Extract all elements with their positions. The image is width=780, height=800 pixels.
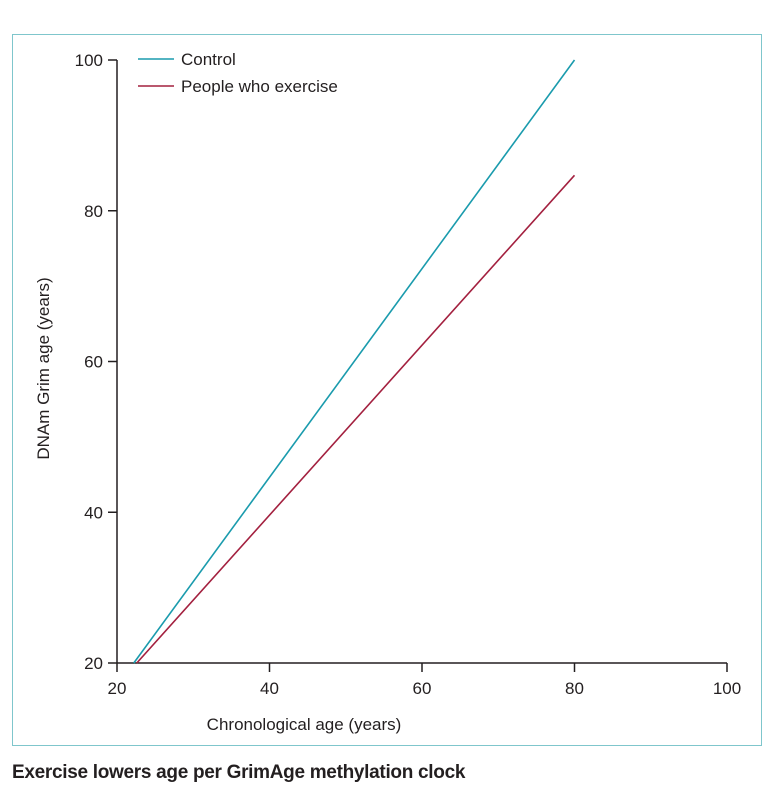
series-lines [133,59,576,664]
x-tick-label: 20 [108,679,127,698]
y-tick-label: 100 [75,51,103,70]
y-tick-label: 80 [84,202,103,221]
x-tick-label: 40 [260,679,279,698]
figure-caption: Exercise lowers age per GrimAge methylat… [12,762,466,783]
y-axis-title: DNAm Grim age (years) [34,277,53,459]
y-tick-label: 40 [84,503,103,522]
x-axis-title: Chronological age (years) [207,715,402,734]
y-tick-label: 20 [84,654,103,673]
series-line-control [133,59,576,664]
chart-frame [12,34,762,746]
x-tick-label: 80 [565,679,584,698]
x-tick-label: 60 [413,679,432,698]
legend-label: People who exercise [181,77,338,96]
legend-label: Control [181,50,236,69]
legend: Control People who exercise [138,50,338,96]
y-tick-label: 60 [84,353,103,372]
axes: 20 40 60 80 100 20 40 60 80 100 Chronological age … [34,51,741,734]
series-line-exercise [136,174,576,664]
x-tick-label: 100 [713,679,741,698]
